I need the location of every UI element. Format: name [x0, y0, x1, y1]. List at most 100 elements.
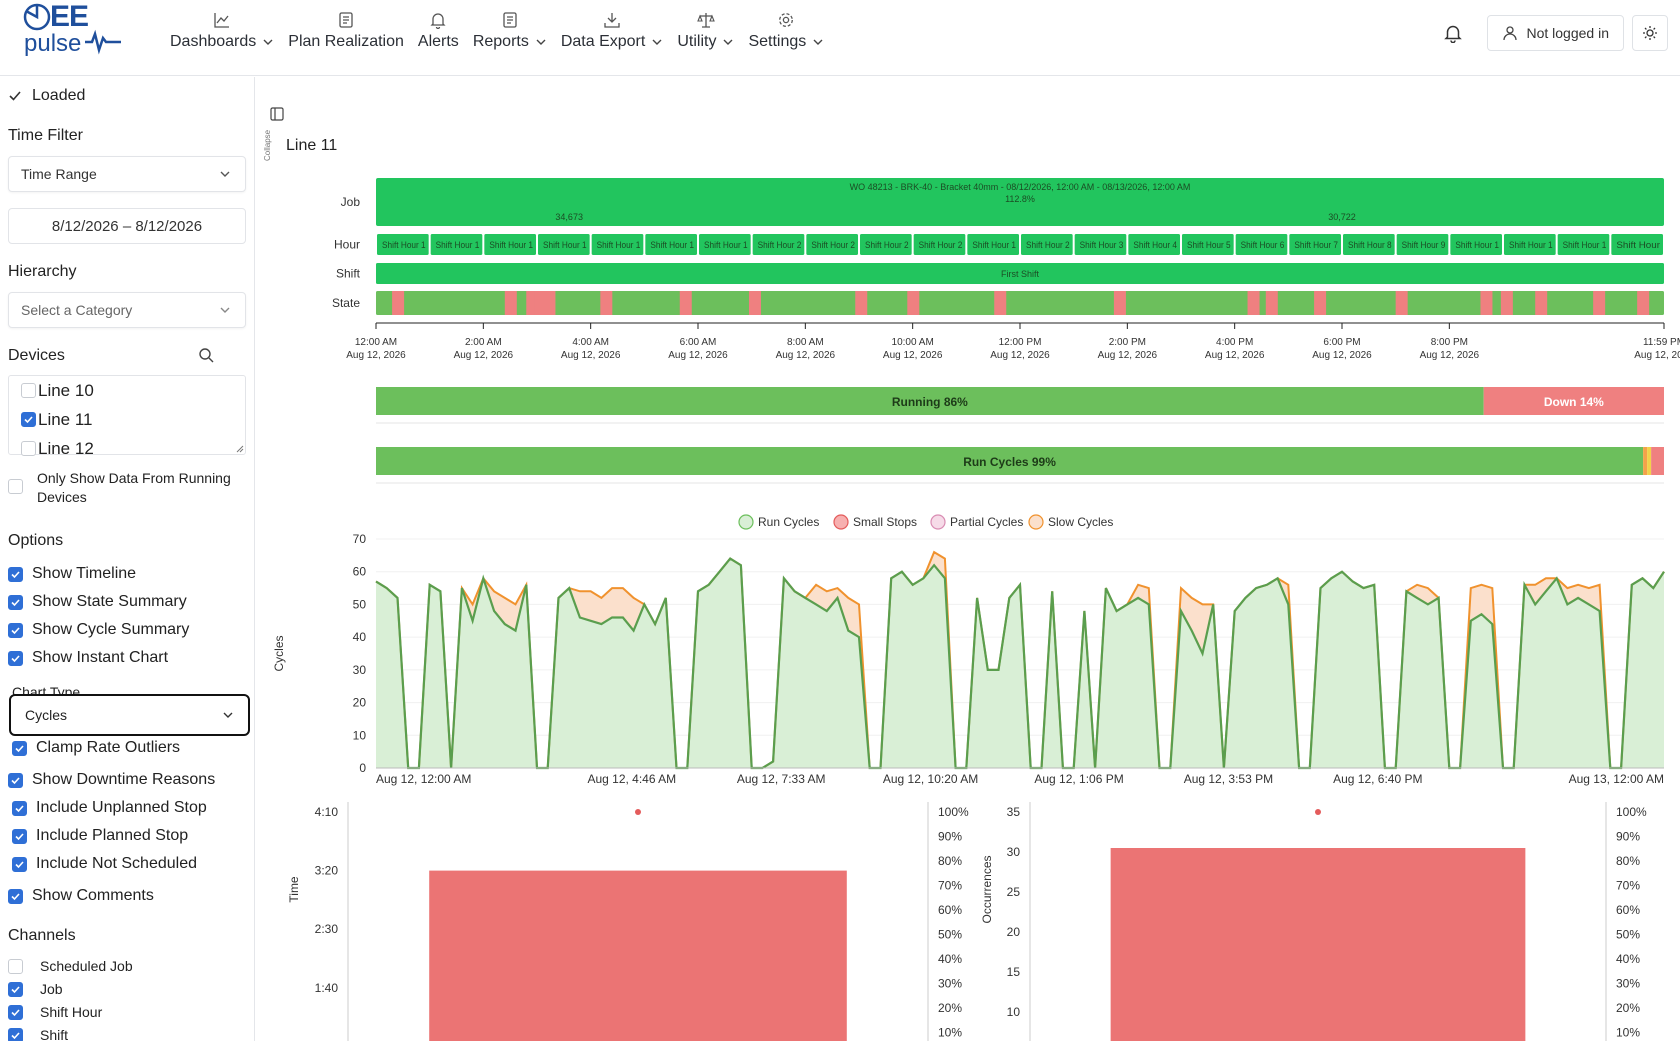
chevron-down-icon [220, 171, 230, 177]
nav-data-export[interactable]: Data Export [561, 0, 663, 76]
timeline-tick-date: Aug 12, 2026 [1098, 350, 1158, 361]
downtime-time-chart: Time 4:10 3:20 2:30 1:40 0:50 100% 90% 80% 70% 60%… [287, 802, 969, 1041]
download-icon [604, 13, 620, 28]
collapse-sidebar-icon[interactable] [270, 107, 284, 121]
show-downtime-reasons-checkbox[interactable] [8, 772, 23, 788]
show-cycle-summary-option[interactable]: Show Cycle Summary [8, 621, 189, 639]
timeline-tick-time: 8:00 PM [1431, 337, 1468, 348]
hierarchy-select[interactable]: Select a Category [8, 292, 246, 328]
include-not-scheduled-checkbox[interactable] [12, 856, 27, 872]
search-icon[interactable] [198, 347, 214, 363]
down-summary-bar [1483, 387, 1664, 415]
device-list[interactable]: Line 10 Line 11 Line 12 [8, 375, 246, 458]
show-cycle-summary-checkbox[interactable] [8, 622, 23, 638]
nav-utility[interactable]: Utility [677, 0, 734, 76]
pareto-ytick-label: 25 [1007, 885, 1021, 899]
filter-sidebar: Loaded Time Filter Time Range 8/12/2026 … [0, 77, 255, 1041]
hour-cell [645, 234, 697, 255]
login-button[interactable]: Not logged in [1487, 15, 1624, 51]
options-heading: Options [8, 532, 64, 549]
ee-pulse-logo[interactable]: EE pulse [20, 0, 130, 62]
nav-settings[interactable]: Settings [748, 0, 824, 76]
device-item-line-12[interactable]: Line 12 [9, 434, 245, 463]
include-not-scheduled-option[interactable]: Include Not Scheduled [12, 855, 197, 873]
device-checkbox[interactable] [21, 441, 36, 456]
device-checkbox[interactable] [21, 412, 36, 427]
channel-checkbox[interactable] [8, 1027, 23, 1041]
chevron-down-icon [536, 39, 546, 45]
show-downtime-reasons-option[interactable]: Show Downtime Reasons [8, 771, 215, 789]
clamp-rate-outliers-label: Clamp Rate Outliers [36, 739, 181, 756]
channel-scheduled-job[interactable]: Scheduled Job [8, 958, 133, 974]
hour-cell [538, 234, 590, 255]
theme-toggle-button[interactable] [1632, 15, 1668, 51]
running-only-option[interactable]: Only Show Data From Running Devices [8, 469, 231, 507]
time-filter-select[interactable]: Time Range [8, 156, 246, 192]
nav-reports[interactable]: Reports [473, 0, 547, 76]
hour-cell-label: Shift Hour 1 [597, 240, 641, 250]
chart-line-icon [214, 13, 230, 28]
header-tools: Not logged in [1443, 0, 1680, 66]
nav-plan-realization[interactable]: Plan Realization [288, 0, 404, 76]
hour-cell-label: Shift Hour 2 [811, 240, 855, 250]
clamp-rate-outliers-option[interactable]: Clamp Rate Outliers [12, 739, 180, 757]
hour-cell [377, 234, 429, 255]
show-comments-option[interactable]: Show Comments [8, 887, 154, 905]
cycles-chart: Run Cycles Small Stops Partial Cycles Slow … [272, 514, 1665, 786]
show-timeline-label: Show Timeline [32, 565, 137, 582]
pareto-y2tick-label: 40% [938, 952, 962, 966]
pareto-y2tick-label: 80% [938, 854, 962, 868]
chart-type-select[interactable]: Cycles [9, 694, 250, 736]
timeline-tick-date: Aug 12, 2026 [776, 350, 836, 361]
include-unplanned-stop-checkbox[interactable] [12, 800, 27, 816]
hour-cell-label: Shift Hour 5 [1187, 240, 1231, 250]
timeline-row-label: Shift [336, 267, 361, 281]
channel-shift[interactable]: Shift [8, 1027, 68, 1041]
include-planned-stop-checkbox[interactable] [12, 828, 27, 844]
show-state-summary-checkbox[interactable] [8, 594, 23, 610]
legend-label: Slow Cycles [1048, 515, 1113, 529]
pareto-y2tick-label: 30% [1616, 977, 1640, 991]
device-item-line-11[interactable]: Line 11 [9, 405, 245, 434]
notifications-bell-icon[interactable] [1443, 23, 1463, 43]
channel-checkbox[interactable] [8, 1004, 23, 1020]
include-unplanned-stop-option[interactable]: Include Unplanned Stop [12, 799, 207, 817]
channel-checkbox[interactable] [8, 958, 23, 974]
channel-label: Scheduled Job [40, 958, 133, 974]
channel-label: Shift [40, 1027, 69, 1041]
nav-dashboards[interactable]: Dashboards [170, 0, 274, 76]
show-instant-chart-option[interactable]: Show Instant Chart [8, 649, 168, 667]
channel-shift-hour[interactable]: Shift Hour [8, 1004, 102, 1020]
show-timeline-option[interactable]: Show Timeline [8, 565, 136, 583]
device-checkbox[interactable] [21, 383, 36, 398]
include-planned-stop-option[interactable]: Include Planned Stop [12, 827, 188, 845]
main-content: Collapse Line 11 Job Hour Shift State WO 482… [256, 77, 1680, 1041]
resize-handle-icon[interactable] [236, 445, 244, 453]
hour-cell [1450, 234, 1502, 255]
show-instant-chart-checkbox[interactable] [8, 650, 23, 666]
hour-cell-label: Shift Hour 4 [1133, 240, 1177, 250]
nav-alerts[interactable]: Alerts [418, 0, 459, 76]
clamp-rate-outliers-checkbox[interactable] [12, 740, 27, 756]
top-navigation-bar: EE pulse Dashboards Plan Realization Ale… [0, 0, 1680, 76]
timeline-tick-date: Aug 12, 2026 [454, 350, 514, 361]
chevron-down-icon [223, 712, 233, 718]
show-comments-checkbox[interactable] [8, 888, 23, 904]
cycles-ytick-label: 20 [353, 696, 367, 710]
device-item-line-10[interactable]: Line 10 [9, 376, 245, 405]
cycles-xtick-label: Aug 13, 12:00 AM [1569, 772, 1664, 786]
show-state-summary-option[interactable]: Show State Summary [8, 593, 187, 611]
timeline-tick-date: Aug 12, 2026 [1205, 350, 1265, 361]
show-timeline-checkbox[interactable] [8, 566, 23, 582]
chevron-down-icon [813, 39, 823, 45]
state-down-segment [1500, 291, 1513, 315]
channel-job[interactable]: Job [8, 981, 63, 997]
main-nav: Dashboards Plan Realization Alerts Repor… [170, 0, 838, 76]
state-down-segment [679, 291, 692, 315]
date-range-input[interactable]: 8/12/2026 – 8/12/2026 [8, 208, 246, 244]
running-only-checkbox[interactable] [8, 479, 23, 494]
channel-checkbox[interactable] [8, 981, 23, 997]
hour-cell-label: Shift Hour 1 [1509, 240, 1553, 250]
job-bar [376, 178, 1664, 226]
gear-icon [779, 13, 794, 27]
